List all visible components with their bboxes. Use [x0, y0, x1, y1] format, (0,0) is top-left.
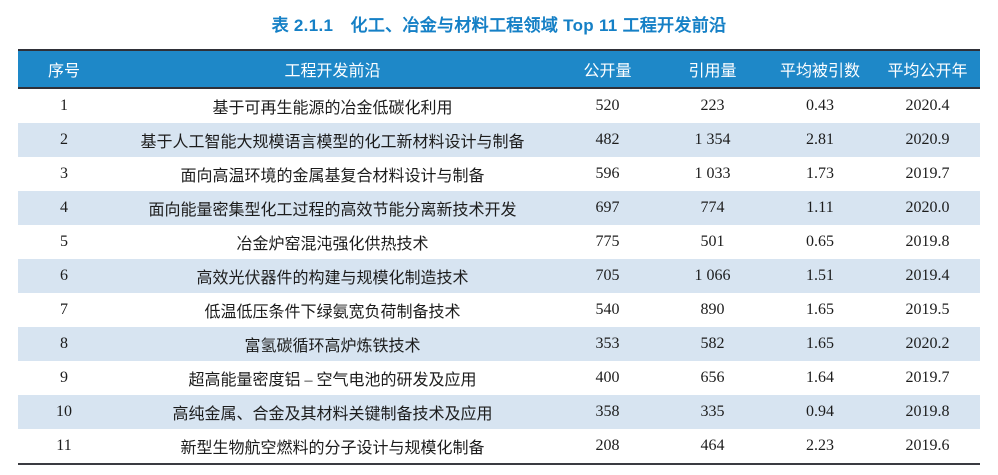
cell-publications: 520 [595, 97, 620, 114]
cell-citations-per-pub: 1.65 [806, 335, 834, 352]
cell-avg-year: 2020.2 [905, 335, 950, 352]
cell-citations: 464 [700, 437, 725, 454]
column-header-citations: 引用量 [660, 50, 765, 89]
cell-avg-year: 2020.9 [905, 131, 950, 148]
cell-frontier: 新型生物航空燃料的分子设计与规模化制备 [180, 440, 485, 457]
table-row: 10 高纯金属、合金及其材料关键制备技术及应用 358 335 0.94 2019.8 [18, 395, 980, 429]
cell-frontier: 高效光伏器件的构建与规模化制造技术 [196, 270, 469, 287]
cell-avg-year: 2020.4 [905, 97, 950, 114]
cell-citations: 1 066 [694, 267, 731, 284]
cell-frontier: 基于人工智能大规模语言模型的化工新材料设计与制备 [140, 134, 525, 151]
column-header-publications: 公开量 [555, 50, 660, 89]
cell-frontier: 面向能量密集型化工过程的高效节能分离新技术开发 [148, 202, 517, 219]
column-header-avg-year: 平均公开年 [875, 50, 980, 89]
cell-index: 5 [60, 233, 68, 250]
cell-avg-year: 2019.7 [905, 369, 950, 386]
cell-publications: 208 [595, 437, 620, 454]
cell-citations-per-pub: 2.81 [806, 131, 834, 148]
table-row: 6 高效光伏器件的构建与规模化制造技术 705 1 066 1.51 2019.4 [18, 259, 980, 293]
cell-publications: 482 [595, 131, 620, 148]
cell-publications: 697 [595, 199, 620, 216]
cell-avg-year: 2019.8 [905, 403, 950, 420]
cell-frontier: 面向高温环境的金属基复合材料设计与制备 [180, 168, 485, 185]
cell-citations-per-pub: 1.64 [806, 369, 834, 386]
table-row: 11 新型生物航空燃料的分子设计与规模化制备 208 464 2.23 2019.6 [18, 429, 980, 464]
table-row: 8 富氢碳循环高炉炼铁技术 353 582 1.65 2020.2 [18, 327, 980, 361]
cell-index: 6 [60, 267, 68, 284]
cell-index: 1 [60, 97, 68, 114]
cell-publications: 353 [595, 335, 620, 352]
cell-frontier: 低温低压条件下绿氨宽负荷制备技术 [204, 304, 461, 321]
table-row: 2 基于人工智能大规模语言模型的化工新材料设计与制备 482 1 354 2.81 202… [18, 123, 980, 157]
cell-avg-year: 2020.0 [905, 199, 950, 216]
table-row: 1 基于可再生能源的冶金低碳化利用 520 223 0.43 2020.4 [18, 88, 980, 123]
table-row: 3 面向高温环境的金属基复合材料设计与制备 596 1 033 1.73 2019.7 [18, 157, 980, 191]
cell-publications: 540 [595, 301, 620, 318]
table-body: 1 基于可再生能源的冶金低碳化利用 520 223 0.43 2020.4 2 基于人工智能大… [18, 88, 980, 464]
cell-frontier: 富氢碳循环高炉炼铁技术 [244, 338, 421, 355]
cell-publications: 400 [595, 369, 620, 386]
cell-citations-per-pub: 0.65 [806, 233, 834, 250]
cell-index: 8 [60, 335, 68, 352]
cell-index: 7 [60, 301, 68, 318]
cell-citations-per-pub: 1.65 [806, 301, 834, 318]
cell-frontier: 超高能量密度铝 – 空气电池的研发及应用 [188, 372, 477, 389]
cell-citations: 1 354 [694, 131, 731, 148]
cell-citations: 774 [700, 199, 725, 216]
cell-citations: 501 [700, 233, 725, 250]
cell-index: 9 [60, 369, 68, 386]
cell-avg-year: 2019.8 [905, 233, 950, 250]
cell-frontier: 高纯金属、合金及其材料关键制备技术及应用 [172, 406, 493, 423]
cell-publications: 775 [595, 233, 620, 250]
column-header-frontier: 工程开发前沿 [110, 50, 555, 89]
cell-publications: 596 [595, 165, 620, 182]
cell-citations: 223 [700, 97, 725, 114]
cell-index: 10 [56, 403, 72, 420]
table-row: 4 面向能量密集型化工过程的高效节能分离新技术开发 697 774 1.11 2020.0 [18, 191, 980, 225]
cell-avg-year: 2019.4 [905, 267, 950, 284]
cell-citations-per-pub: 0.94 [806, 403, 834, 420]
cell-citations: 656 [700, 369, 725, 386]
cell-citations-per-pub: 1.73 [806, 165, 834, 182]
cell-frontier: 冶金炉窑混沌强化供热技术 [236, 236, 429, 253]
cell-publications: 358 [595, 403, 620, 420]
cell-citations-per-pub: 2.23 [806, 437, 834, 454]
cell-index: 11 [56, 437, 72, 454]
cell-avg-year: 2019.7 [905, 165, 950, 182]
cell-citations: 1 033 [694, 165, 731, 182]
table-row: 5 冶金炉窑混沌强化供热技术 775 501 0.65 2019.8 [18, 225, 980, 259]
cell-index: 2 [60, 131, 68, 148]
header-row: 序号 工程开发前沿 公开量 引用量 平均被引数 平均公开年 [18, 50, 980, 89]
cell-citations-per-pub: 0.43 [806, 97, 834, 114]
table-title: 表 2.1.1 化工、冶金与材料工程领域 Top 11 工程开发前沿 [271, 16, 727, 35]
cell-citations-per-pub: 1.51 [806, 267, 834, 284]
cell-avg-year: 2019.5 [905, 301, 950, 318]
table-row: 7 低温低压条件下绿氨宽负荷制备技术 540 890 1.65 2019.5 [18, 293, 980, 327]
cell-index: 4 [60, 199, 68, 216]
cell-publications: 705 [595, 267, 620, 284]
column-header-index: 序号 [18, 50, 110, 89]
cell-citations: 335 [700, 403, 725, 420]
table-row: 9 超高能量密度铝 – 空气电池的研发及应用 400 656 1.64 2019.7 [18, 361, 980, 395]
frontiers-table: 序号 工程开发前沿 公开量 引用量 平均被引数 平均公开年 1 基于可再生能源的冶… [18, 49, 980, 465]
cell-citations: 890 [700, 301, 725, 318]
cell-citations-per-pub: 1.11 [806, 199, 834, 216]
cell-frontier: 基于可再生能源的冶金低碳化利用 [212, 100, 453, 117]
column-header-citations-per-pub: 平均被引数 [765, 50, 875, 89]
cell-index: 3 [60, 165, 68, 182]
cell-citations: 582 [700, 335, 725, 352]
cell-avg-year: 2019.6 [905, 437, 950, 454]
